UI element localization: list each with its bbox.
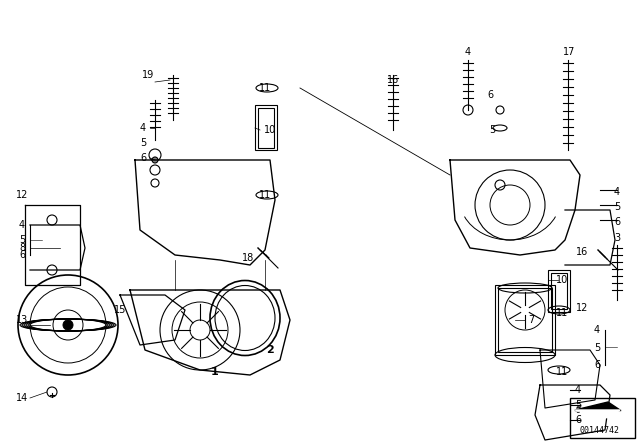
Polygon shape bbox=[575, 402, 620, 410]
Text: 6: 6 bbox=[487, 90, 493, 100]
Text: 2: 2 bbox=[266, 345, 274, 355]
Text: 10: 10 bbox=[556, 275, 568, 285]
Text: 12: 12 bbox=[576, 303, 588, 313]
Circle shape bbox=[63, 320, 73, 330]
Polygon shape bbox=[130, 290, 290, 375]
Text: 13: 13 bbox=[16, 315, 28, 325]
Text: 11: 11 bbox=[556, 308, 568, 318]
Text: 17: 17 bbox=[563, 47, 575, 57]
Text: 11: 11 bbox=[259, 83, 271, 93]
Bar bbox=[498, 288, 552, 352]
Text: 6: 6 bbox=[19, 250, 25, 260]
Text: 14: 14 bbox=[16, 393, 28, 403]
Text: 6: 6 bbox=[575, 415, 581, 425]
Polygon shape bbox=[575, 410, 620, 418]
Text: 4: 4 bbox=[575, 385, 581, 395]
Text: 7: 7 bbox=[528, 315, 534, 325]
Text: 16: 16 bbox=[387, 75, 399, 85]
Bar bbox=[570, 398, 635, 438]
Text: 4: 4 bbox=[614, 187, 620, 197]
Bar bbox=[495, 285, 555, 355]
Text: 12: 12 bbox=[16, 190, 28, 200]
Bar bbox=[258, 108, 274, 148]
Text: 5: 5 bbox=[489, 125, 495, 135]
Text: 4: 4 bbox=[465, 47, 471, 57]
Text: 5: 5 bbox=[140, 138, 146, 148]
Polygon shape bbox=[535, 385, 610, 440]
Text: 00144742: 00144742 bbox=[580, 426, 620, 435]
Text: 16: 16 bbox=[576, 247, 588, 257]
Text: 8: 8 bbox=[19, 243, 25, 253]
Text: 4: 4 bbox=[594, 325, 600, 335]
Text: 19: 19 bbox=[142, 70, 154, 80]
Text: 4: 4 bbox=[19, 220, 25, 230]
Text: 6: 6 bbox=[594, 360, 600, 370]
Text: 4: 4 bbox=[140, 123, 146, 133]
Text: 11: 11 bbox=[556, 367, 568, 377]
Bar bbox=[551, 273, 567, 309]
Text: 5: 5 bbox=[594, 343, 600, 353]
Text: 9: 9 bbox=[575, 405, 580, 414]
Text: 11: 11 bbox=[259, 190, 271, 200]
Text: 1: 1 bbox=[211, 367, 219, 377]
Text: 15: 15 bbox=[114, 305, 126, 315]
Text: 18: 18 bbox=[242, 253, 254, 263]
Text: 10: 10 bbox=[264, 125, 276, 135]
Text: 3: 3 bbox=[614, 233, 620, 243]
Circle shape bbox=[152, 157, 158, 163]
Text: 5: 5 bbox=[614, 202, 620, 212]
Text: 5: 5 bbox=[575, 400, 581, 410]
Text: 5: 5 bbox=[19, 235, 25, 245]
Bar bbox=[548, 270, 570, 312]
Bar bbox=[255, 105, 277, 150]
Polygon shape bbox=[450, 160, 580, 255]
Text: 6: 6 bbox=[140, 153, 146, 163]
Text: 6: 6 bbox=[614, 217, 620, 227]
Polygon shape bbox=[135, 160, 275, 265]
